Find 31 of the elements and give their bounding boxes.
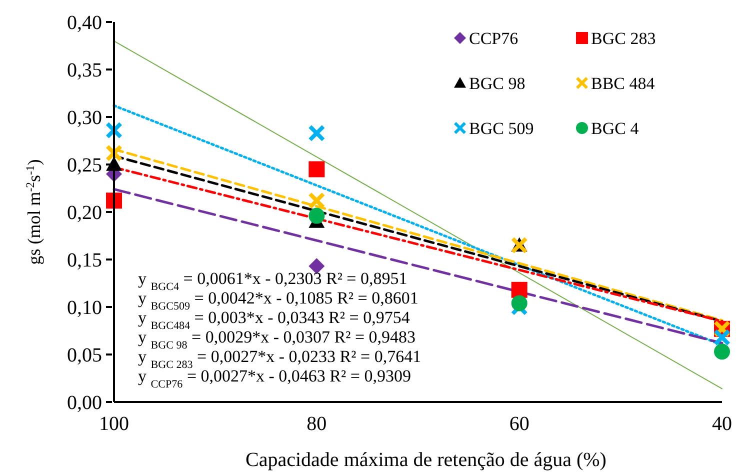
point [308, 208, 325, 224]
point [511, 295, 528, 312]
legend-label: BGC 283 [591, 29, 656, 48]
point [106, 122, 122, 138]
point [308, 258, 325, 274]
x-tick-label: 60 [509, 413, 530, 435]
y-tick-label: 0,05 [67, 344, 102, 366]
y-tick-label: 0,30 [67, 107, 102, 129]
legend-label: BGC 4 [591, 119, 640, 138]
y-tick-label: 0,00 [67, 392, 102, 414]
legend-label: BGC 98 [469, 74, 526, 93]
x-tick-label: 80 [306, 413, 327, 435]
legend-label: BBC 484 [591, 74, 656, 93]
y-tick-label: 0,35 [67, 60, 102, 82]
y-tick-label: 0,40 [67, 12, 102, 34]
x-axis-title: Capacidade máxima de retenção de água (%) [246, 449, 606, 471]
legend-label: CCP76 [469, 29, 518, 48]
annotation: y $_{BGC4}$ = 0,0061*x - 0,2303 R² = 0,8951 [138, 269, 408, 293]
legend-label: BGC 509 [469, 119, 534, 138]
point [308, 161, 325, 178]
x-tick-label: 100 [99, 413, 129, 435]
y-tick-label: 0,10 [67, 297, 102, 319]
point [308, 125, 325, 142]
point [714, 329, 730, 346]
y-tick-label: 0,25 [67, 154, 102, 176]
x-tick-label: 40 [712, 413, 732, 435]
point [511, 282, 528, 298]
point [308, 192, 325, 209]
y-tick-label: 0,15 [67, 250, 102, 272]
y-tick-label: 0,20 [67, 202, 102, 224]
point [714, 344, 730, 360]
